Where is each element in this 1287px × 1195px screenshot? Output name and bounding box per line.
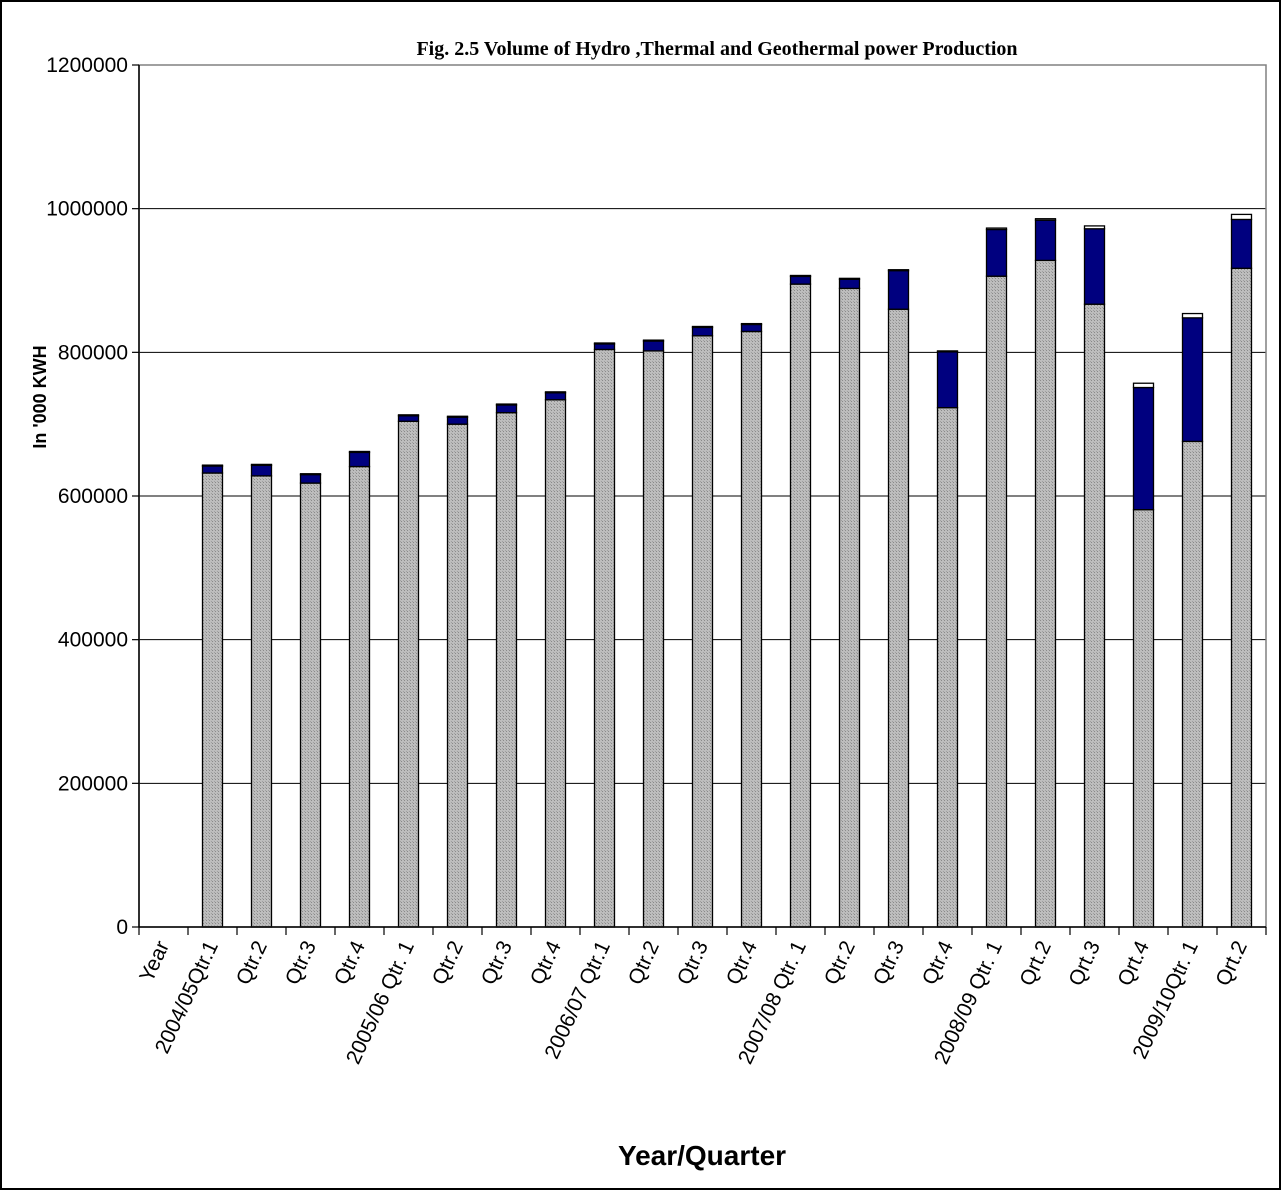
bar-segment-white [201, 464, 224, 467]
bar-segment-white [348, 450, 371, 454]
bar-segment-grey [201, 472, 224, 928]
y-tick-label: 1000000 [46, 198, 128, 221]
bar-segment-navy [838, 278, 861, 290]
bar-segment-navy [789, 275, 812, 285]
x-tick-label: Qtr.3 [281, 937, 321, 988]
bar-segment-white [397, 414, 420, 417]
x-tick-label: Qrt.4 [1113, 937, 1154, 989]
bar-segment-white [1132, 382, 1155, 389]
x-tick-label: Qtr.3 [869, 937, 909, 988]
bar-segment-white [1181, 312, 1204, 319]
bar-segment-navy [1230, 218, 1253, 269]
y-tick-label: 0 [116, 916, 128, 939]
y-tick-label: 600000 [58, 485, 128, 508]
axes [132, 64, 1267, 935]
bar-segment-navy [642, 340, 665, 352]
bar-segment-white [299, 473, 322, 476]
bar-segment-navy [250, 464, 273, 477]
x-tick-label: Qrt.2 [1211, 937, 1252, 989]
y-tick-label: 400000 [58, 629, 128, 652]
bar-segment-white [691, 325, 714, 329]
bar-segment-navy [348, 451, 371, 468]
bar-segment-white [642, 339, 665, 342]
y-tick-labels: 0 200000 400000 600000 800000 1000000 1200000 [46, 54, 128, 939]
bar-segment-white [593, 342, 616, 345]
bar-segment-grey [838, 287, 861, 928]
bar-segment-navy [201, 465, 224, 474]
bar-segment-grey [985, 275, 1008, 928]
bar-segment-navy [299, 473, 322, 484]
y-tick-label: 1200000 [46, 54, 128, 77]
bar-segment-grey [1230, 267, 1253, 928]
bar-segment-grey [250, 475, 273, 928]
x-tick-label: Qrt.2 [1015, 937, 1056, 989]
x-tick-label: Year [135, 937, 174, 985]
bar-segment-navy [1034, 219, 1057, 262]
x-tick-label: Qtr.2 [624, 937, 664, 988]
y-tick-label: 800000 [58, 341, 128, 364]
bar-segment-grey [691, 335, 714, 928]
bar-segment-grey [446, 423, 469, 928]
bar-segment-grey [495, 412, 518, 928]
bar-segment-grey [1132, 508, 1155, 928]
bar-segment-grey [1034, 259, 1057, 928]
bar-segment-grey [397, 420, 420, 928]
bar-segment-navy [446, 416, 469, 425]
bar-segment-navy [544, 391, 567, 401]
bar-segment-white [1034, 218, 1057, 221]
x-tick-label: Qtr.2 [820, 937, 860, 988]
bar-segment-white [985, 227, 1008, 231]
bar-segment-navy [740, 323, 763, 333]
bar-segment-grey [740, 330, 763, 928]
bar-segment-grey [887, 308, 910, 928]
bar-segment-navy [887, 269, 910, 310]
x-tick-label: Qtr.4 [526, 937, 566, 988]
bar-segment-white [1230, 213, 1253, 221]
x-tick-label: Qtr.4 [330, 937, 370, 988]
y-tick-label: 200000 [58, 772, 128, 795]
bar-segment-navy [1132, 386, 1155, 511]
y-axis-label: In '000 KWH [30, 345, 50, 448]
x-tick-label: Qtr.4 [722, 937, 762, 988]
bar-segment-white [789, 274, 812, 278]
bar-segment-white [887, 269, 910, 272]
bar-segment-navy [936, 350, 959, 409]
x-tick-label: Qtr.2 [232, 937, 272, 988]
bar-segment-grey [936, 406, 959, 928]
bar-segment-white [1083, 225, 1106, 230]
bar-segment-navy [1083, 228, 1106, 305]
bar-segment-white [495, 403, 518, 406]
x-tick-label: Qtr.4 [918, 937, 958, 988]
bar-segment-white [544, 391, 567, 394]
bar-segment-grey [593, 348, 616, 928]
bar-segment-grey [1181, 440, 1204, 928]
bar-segment-navy [691, 326, 714, 337]
bar-segment-grey [544, 399, 567, 928]
bar-segment-white [446, 415, 469, 418]
bar-segment-grey [789, 283, 812, 928]
bar-segment-white [838, 277, 861, 280]
x-tick-label: Qtr.2 [428, 937, 468, 988]
bar-segment-white [936, 350, 959, 353]
x-tick-label: Qtr.3 [477, 937, 517, 988]
bar-segment-white [740, 322, 763, 326]
bar-segment-grey [299, 482, 322, 928]
bar-segment-navy [1181, 317, 1204, 443]
bar-segment-white [250, 463, 273, 467]
chart-title: Fig. 2.5 Volume of Hydro ,Thermal and Ge… [416, 38, 1017, 60]
bar-segment-grey [348, 465, 371, 928]
x-tick-label: Qrt.3 [1064, 937, 1105, 989]
bars [201, 213, 1253, 928]
x-axis-label: Year/Quarter [618, 1140, 786, 1171]
bar-segment-grey [642, 350, 665, 928]
x-tick-label: Qtr.3 [673, 937, 713, 988]
bar-segment-grey [1083, 303, 1106, 928]
bar-segment-navy [495, 404, 518, 414]
bar-segment-navy [985, 228, 1008, 277]
